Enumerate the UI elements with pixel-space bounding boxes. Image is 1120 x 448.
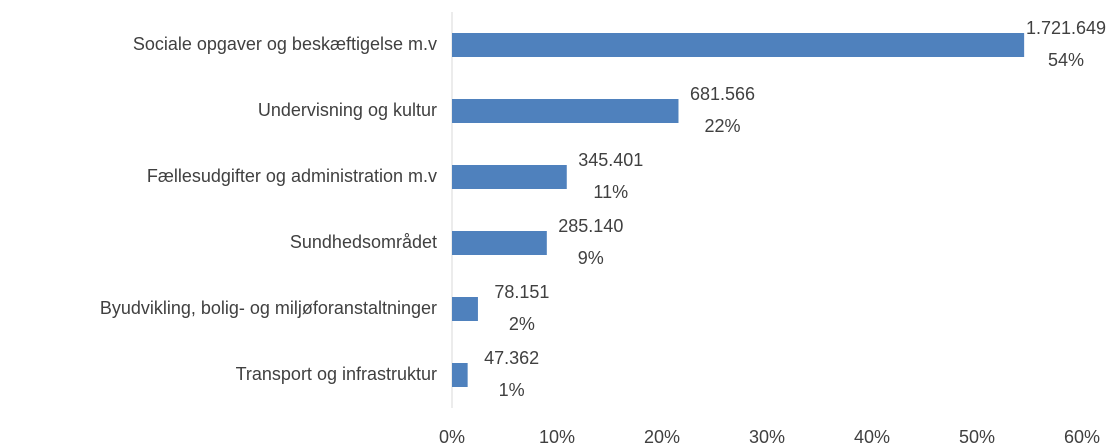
amount-label: 47.362 (484, 348, 539, 368)
bar (452, 33, 1025, 57)
y-tick-label: Sundhedsområdet (290, 232, 437, 252)
value-label: 9% (578, 248, 604, 268)
x-tick-label: 20% (644, 427, 680, 447)
bar (452, 297, 478, 321)
value-label: 54% (1048, 50, 1084, 70)
y-tick-label: Transport og infrastruktur (236, 364, 437, 384)
bar (452, 165, 567, 189)
value-label: 22% (704, 116, 740, 136)
y-tick-label: Fællesudgifter og administration m.v (147, 166, 437, 186)
y-tick-label: Byudvikling, bolig- og miljøforanstaltni… (100, 298, 437, 318)
bar (452, 99, 679, 123)
value-label: 2% (509, 314, 535, 334)
bar (452, 231, 547, 255)
amount-label: 285.140 (558, 216, 623, 236)
x-tick-label: 0% (439, 427, 465, 447)
amount-label: 345.401 (578, 150, 643, 170)
x-tick-label: 50% (959, 427, 995, 447)
x-tick-label: 40% (854, 427, 890, 447)
x-tick-label: 30% (749, 427, 785, 447)
value-label: 1% (499, 380, 525, 400)
amount-label: 681.566 (690, 84, 755, 104)
x-tick-label: 10% (539, 427, 575, 447)
amount-label: 78.151 (494, 282, 549, 302)
value-label: 11% (593, 182, 628, 202)
y-tick-label: Sociale opgaver og beskæftigelse m.v (133, 34, 437, 54)
bar (452, 363, 468, 387)
amount-label: 1.721.649 (1026, 18, 1106, 38)
y-tick-label: Undervisning og kultur (258, 100, 437, 120)
x-tick-label: 60% (1064, 427, 1100, 447)
